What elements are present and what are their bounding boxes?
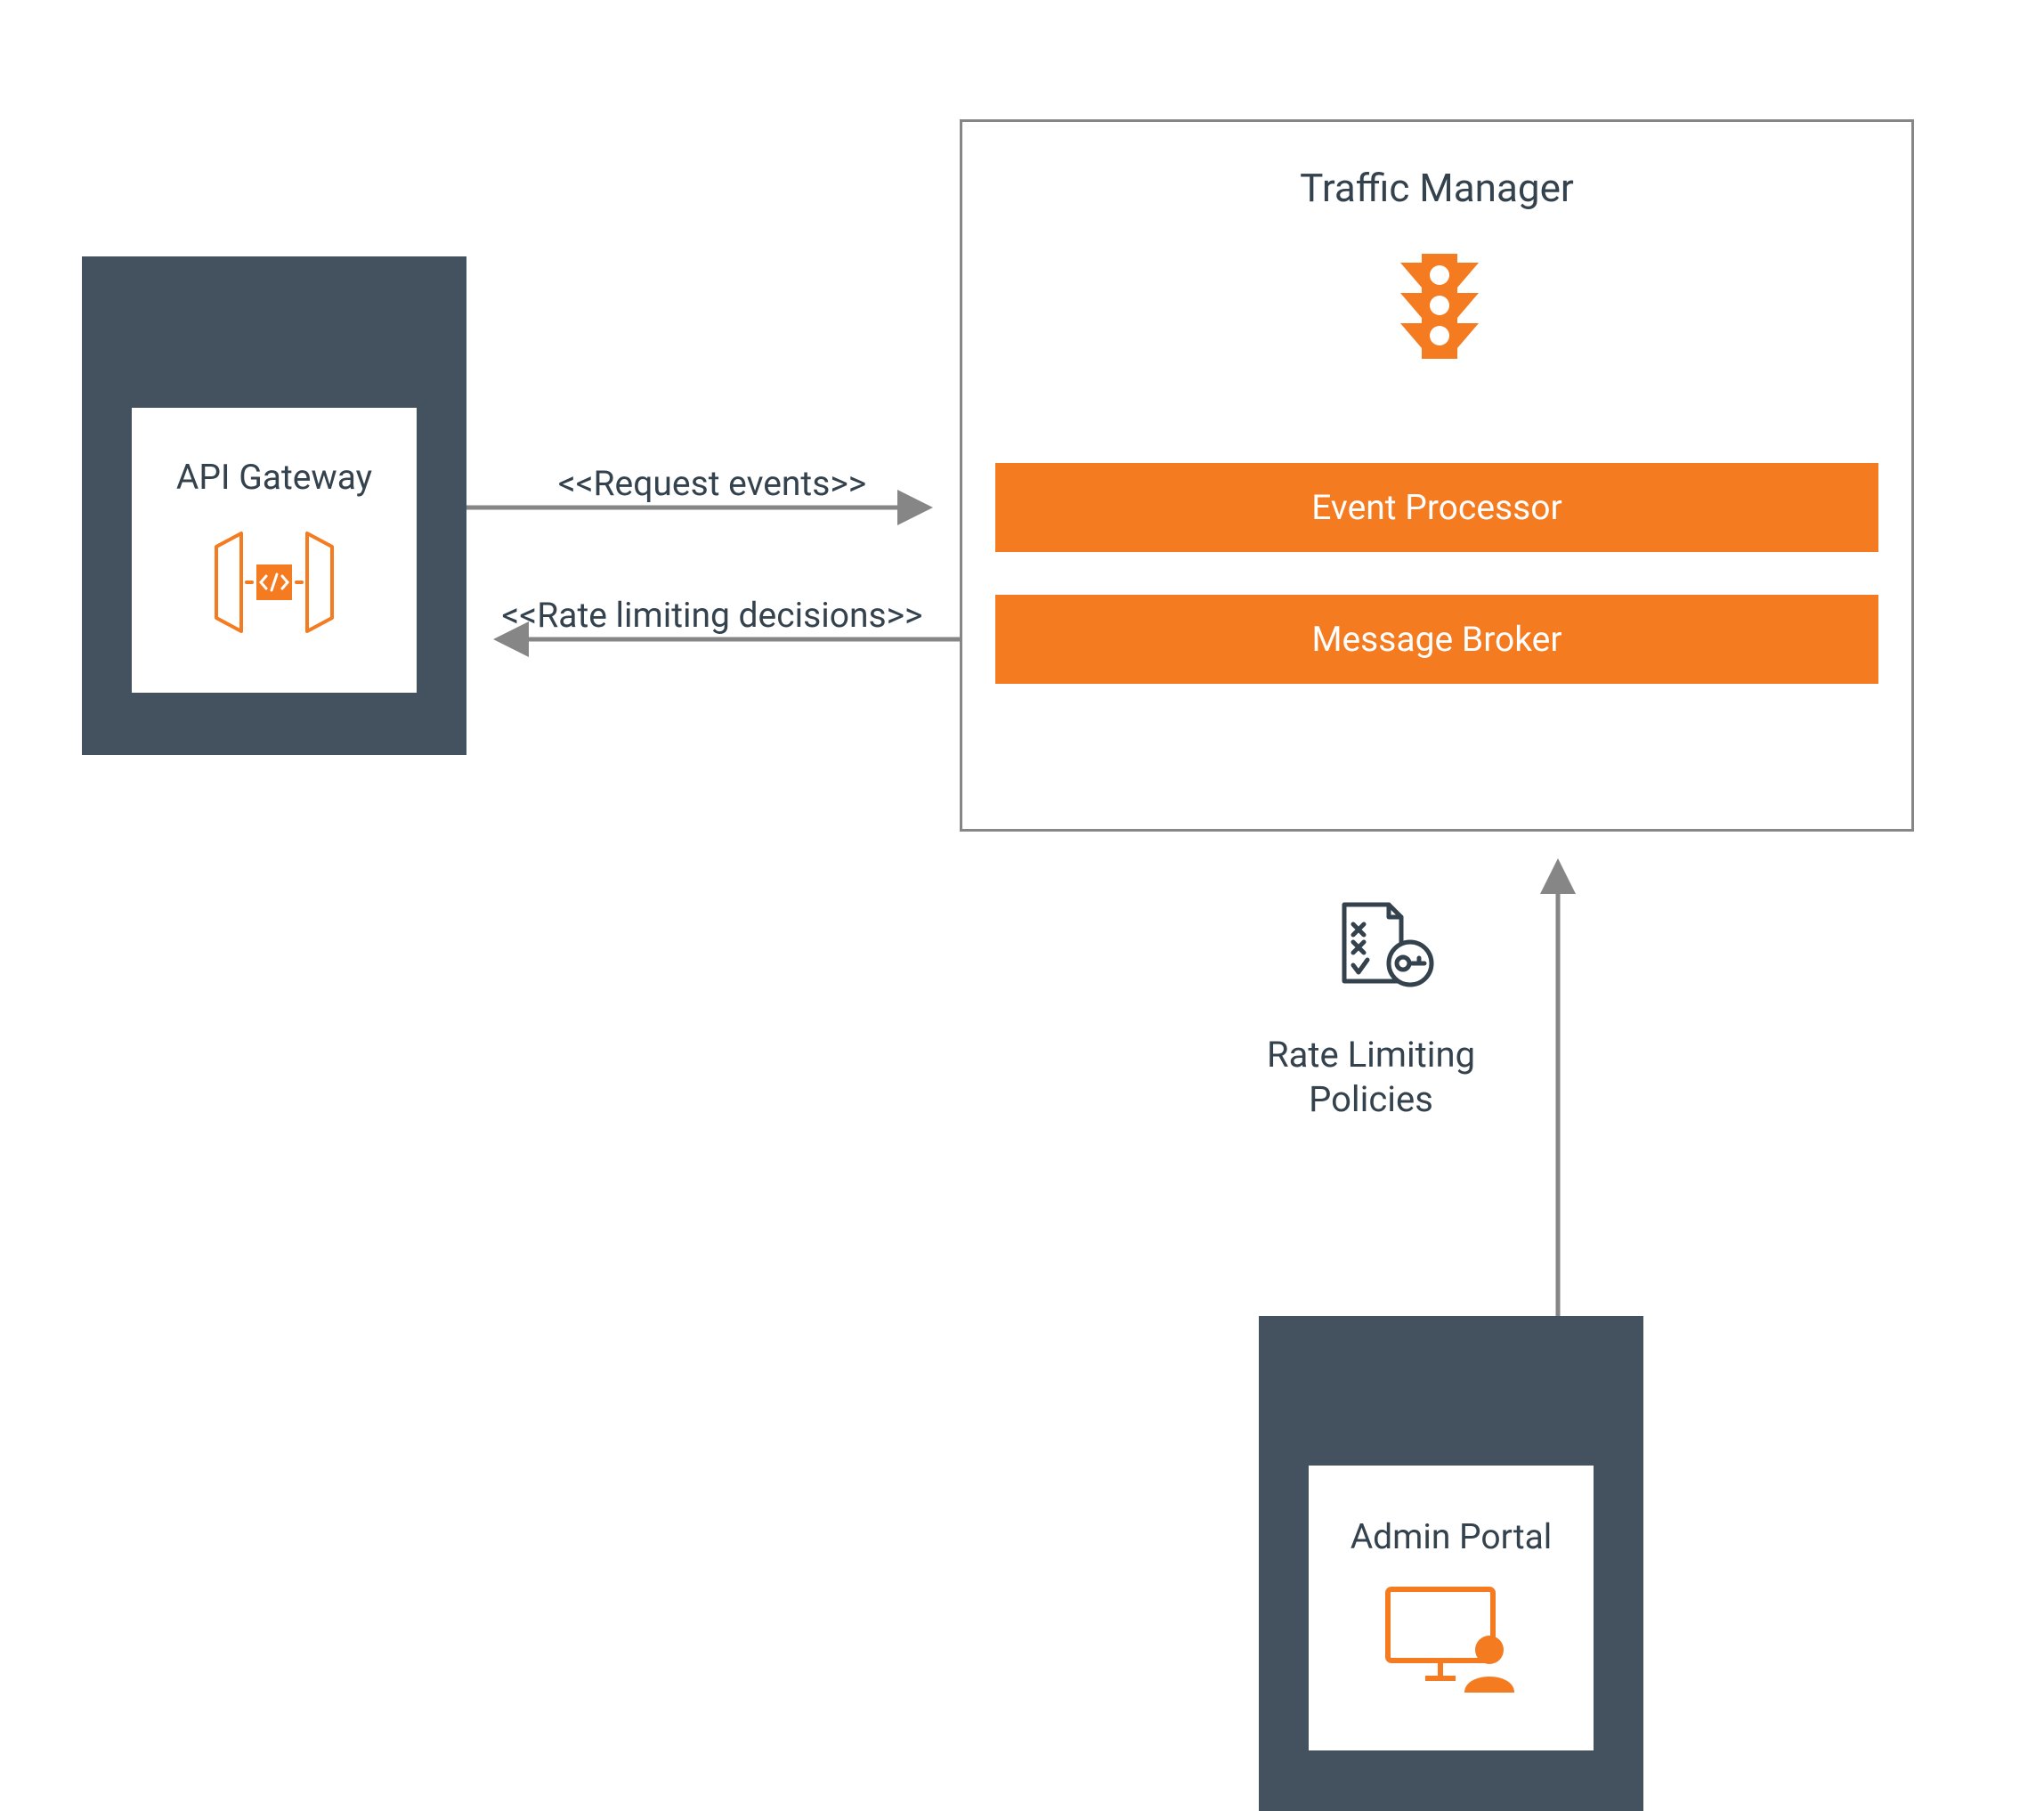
- event-processor-label: Event Processor: [1311, 487, 1561, 528]
- rate-limiting-decisions-label: <<Rate limiting decisions>>: [463, 595, 961, 636]
- admin-portal-icon: [1375, 1580, 1527, 1700]
- traffic-light-icon: [1377, 247, 1502, 375]
- rate-limiting-policies-label: Rate LimitingPolicies: [1220, 1033, 1522, 1122]
- policies-icon: [1334, 897, 1440, 999]
- admin-portal-label: Admin Portal: [1350, 1516, 1553, 1557]
- api-gateway-label: API Gateway: [176, 457, 372, 498]
- traffic-manager-label: Traffic Manager: [962, 165, 1911, 211]
- event-processor-bar: Event Processor: [995, 463, 1878, 552]
- request-events-label: <<Request events>>: [516, 463, 908, 504]
- api-gateway-icon: [207, 524, 341, 644]
- message-broker-bar: Message Broker: [995, 595, 1878, 684]
- api-gateway-inner: API Gateway: [132, 408, 417, 693]
- admin-portal-inner: Admin Portal: [1309, 1466, 1594, 1750]
- diagram-stage: API Gateway: [0, 0, 2044, 1811]
- message-broker-label: Message Broker: [1311, 619, 1561, 660]
